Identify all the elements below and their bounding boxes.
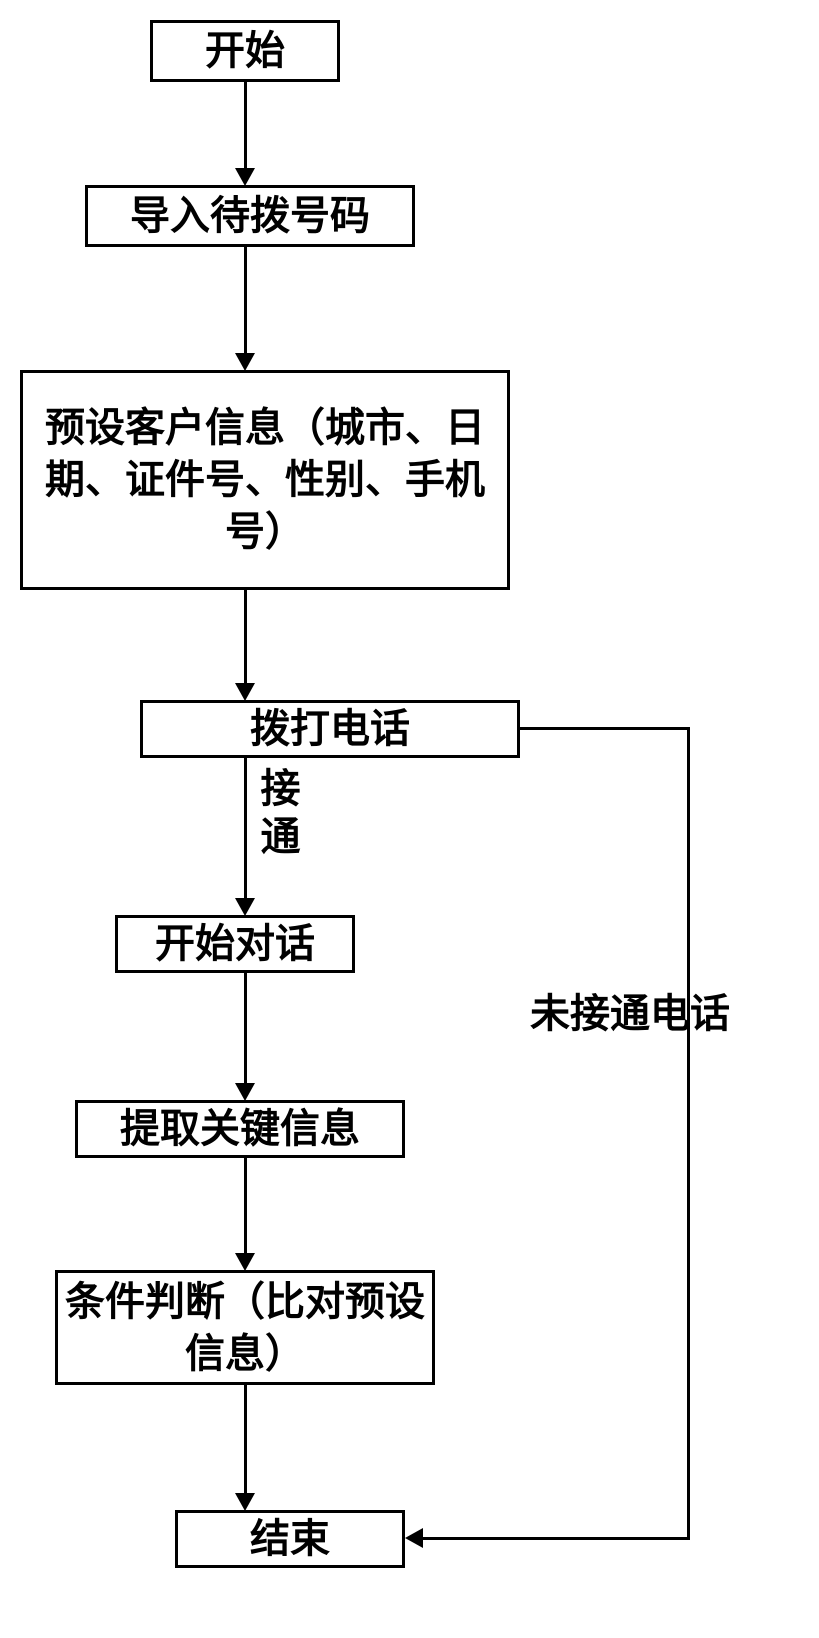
node-dial-label: 拨打电话 <box>250 703 410 755</box>
edge-talk-extract-head <box>235 1083 255 1101</box>
edge-dial-talk-label: 接通 <box>258 765 303 861</box>
node-import: 导入待拨号码 <box>85 185 415 247</box>
node-extract: 提取关键信息 <box>75 1100 405 1158</box>
edge-extract-judge-line <box>244 1158 247 1253</box>
edge-start-import-head <box>235 168 255 186</box>
edge-import-preset-head <box>235 353 255 371</box>
node-start: 开始 <box>150 20 340 82</box>
node-judge-label: 条件判断（比对预设信息） <box>64 1276 426 1380</box>
node-end: 结束 <box>175 1510 405 1568</box>
node-end-label: 结束 <box>250 1513 330 1565</box>
node-judge: 条件判断（比对预设信息） <box>55 1270 435 1385</box>
edge-talk-extract-line <box>244 973 247 1083</box>
edge-import-preset-line <box>244 247 247 353</box>
edge-judge-end-head <box>235 1493 255 1511</box>
node-talk-label: 开始对话 <box>155 918 315 970</box>
node-import-label: 导入待拨号码 <box>130 190 370 242</box>
node-preset: 预设客户信息（城市、日期、证件号、性别、手机号） <box>20 370 510 590</box>
edge-preset-dial-head <box>235 683 255 701</box>
edge-start-import-line <box>244 82 247 168</box>
edge-judge-end-line <box>244 1385 247 1493</box>
node-start-label: 开始 <box>205 25 285 77</box>
node-dial: 拨打电话 <box>140 700 520 758</box>
edge-dial-end-head <box>405 1528 423 1548</box>
edge-dial-end-vline <box>687 727 690 1538</box>
node-preset-label: 预设客户信息（城市、日期、证件号、性别、手机号） <box>29 402 501 558</box>
edge-dial-end-hline-bot <box>423 1537 690 1540</box>
edge-extract-judge-head <box>235 1253 255 1271</box>
edge-dial-end-hline-top <box>520 727 690 730</box>
node-extract-label: 提取关键信息 <box>120 1103 360 1155</box>
node-talk: 开始对话 <box>115 915 355 973</box>
edge-dial-talk-head <box>235 898 255 916</box>
edge-preset-dial-line <box>244 590 247 683</box>
edge-dial-talk-line <box>244 758 247 898</box>
edge-dial-end-label: 未接通电话 <box>530 990 780 1038</box>
flowchart-container: 开始 导入待拨号码 预设客户信息（城市、日期、证件号、性别、手机号） 拨打电话 … <box>0 0 819 1638</box>
